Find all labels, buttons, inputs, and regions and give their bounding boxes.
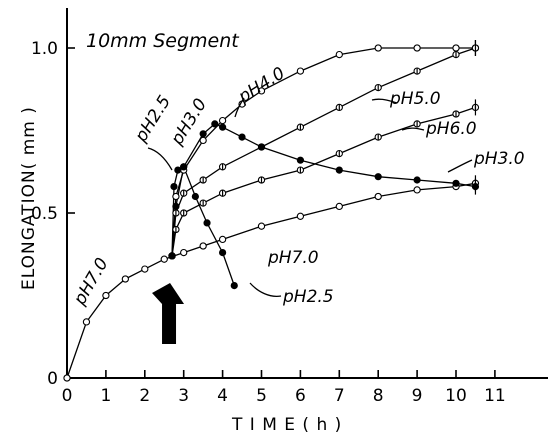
data-point-ph3-0 xyxy=(172,202,180,210)
data-point-ph4-0 xyxy=(413,44,421,52)
data-point-ph2-5 xyxy=(230,282,238,290)
series-line-ph7-0 xyxy=(66,182,476,379)
data-point-ph7-0 xyxy=(296,212,305,220)
label-leader-line xyxy=(401,127,425,131)
series-line-ph5-0 xyxy=(171,47,476,256)
x-tick-label: 6 xyxy=(295,386,306,406)
data-point-ph7-0 xyxy=(413,186,421,194)
data-point-ph2-5 xyxy=(191,192,199,201)
series-label-ph5-0: pH5.0 xyxy=(389,89,441,109)
data-point-ph2-5 xyxy=(219,249,227,257)
data-point-ph7-0 xyxy=(218,235,227,244)
annotations xyxy=(147,97,473,344)
label-leader-line xyxy=(447,159,473,173)
label-leader-line xyxy=(234,97,245,118)
x-tick-label: 10 xyxy=(445,386,467,406)
data-point-ph7-0 xyxy=(335,202,343,211)
data-point-ph7-0 xyxy=(374,192,382,201)
series-label-ph7-0: pH7.0 xyxy=(267,248,319,268)
series-label-ph6-0: pH6.0 xyxy=(425,119,477,139)
data-point-ph3-0 xyxy=(374,173,382,181)
data-point-ph4-0 xyxy=(199,136,207,145)
data-point-ph7-0 xyxy=(199,242,207,250)
data-point-ph4-0 xyxy=(374,44,382,52)
chart-title: 10mm Segment xyxy=(86,30,240,52)
data-point-ph3-0 xyxy=(257,143,266,151)
x-tick-label: 4 xyxy=(217,386,228,406)
series-label-ph2-5: pH2.5 xyxy=(282,287,334,307)
series-label-ph7-0: pH7.0 xyxy=(70,255,113,310)
series-line-ph2-5 xyxy=(171,165,235,286)
data-point-ph2-5 xyxy=(174,166,182,174)
x-tick-label: 8 xyxy=(373,386,384,406)
data-point-ph7-0 xyxy=(121,275,129,283)
arrow-up-icon xyxy=(152,283,185,344)
data-point-ph7-0 xyxy=(141,265,149,273)
data-point-ph7-0 xyxy=(63,374,71,382)
y-tick-label: 0.5 xyxy=(31,204,58,224)
y-axis-ticks: 0 0.5 1.0 xyxy=(31,39,75,389)
series-line-ph4-0 xyxy=(171,47,476,256)
data-point-ph7-0 xyxy=(102,291,110,300)
data-point-ph3-0 xyxy=(413,176,421,184)
y-axis-title: ELONGATION( mm ) xyxy=(19,106,39,290)
data-point-ph2-5 xyxy=(170,183,178,191)
series-points xyxy=(63,40,480,382)
data-point-ph2-5 xyxy=(203,219,211,227)
x-axis-ticks: 0 1 2 3 4 5 6 7 8 9 10 11 xyxy=(62,370,506,406)
label-leader-line xyxy=(371,98,398,104)
data-point-ph3-0 xyxy=(296,156,304,164)
x-tick-label: 1 xyxy=(100,386,111,406)
x-tick-label: 7 xyxy=(334,386,345,406)
data-point-ph4-0 xyxy=(257,87,266,95)
x-tick-label: 0 xyxy=(62,386,73,406)
data-point-ph7-0 xyxy=(82,318,91,326)
data-point-ph3-0 xyxy=(452,179,460,187)
data-point-ph7-0 xyxy=(257,222,266,230)
x-tick-label: 2 xyxy=(139,386,150,406)
data-point-ph4-0 xyxy=(452,44,460,52)
data-point-ph2-5 xyxy=(180,163,188,171)
data-point-ph4-0 xyxy=(218,116,227,125)
data-point-ph4-0 xyxy=(172,192,180,201)
data-point-ph3-0 xyxy=(199,130,207,138)
x-tick-label: 3 xyxy=(178,386,189,406)
label-leader-line xyxy=(249,282,282,298)
label-leader-line xyxy=(147,147,173,171)
x-tick-label: 9 xyxy=(412,386,423,406)
data-point-ph3-0 xyxy=(211,120,219,128)
data-point-ph4-0 xyxy=(335,50,343,59)
x-tick-label: 11 xyxy=(484,386,506,406)
x-axis-title: T I M E ( h ) xyxy=(231,415,342,435)
data-point-ph3-0 xyxy=(219,123,227,131)
series-label-ph3-0: pH3.0 xyxy=(473,149,525,169)
data-point-ph7-0 xyxy=(160,255,168,263)
data-point-ph7-0 xyxy=(180,248,188,257)
data-point-ph2-5 xyxy=(168,252,176,260)
y-tick-label: 1.0 xyxy=(31,39,58,59)
plot-frame xyxy=(66,8,548,379)
data-point-ph3-0 xyxy=(238,133,246,141)
data-point-ph4-0 xyxy=(296,67,305,75)
x-tick-label: 5 xyxy=(256,386,267,406)
series-line-ph3-0 xyxy=(171,123,476,256)
data-point-ph3-0 xyxy=(335,166,343,174)
y-tick-label: 0 xyxy=(47,369,58,389)
